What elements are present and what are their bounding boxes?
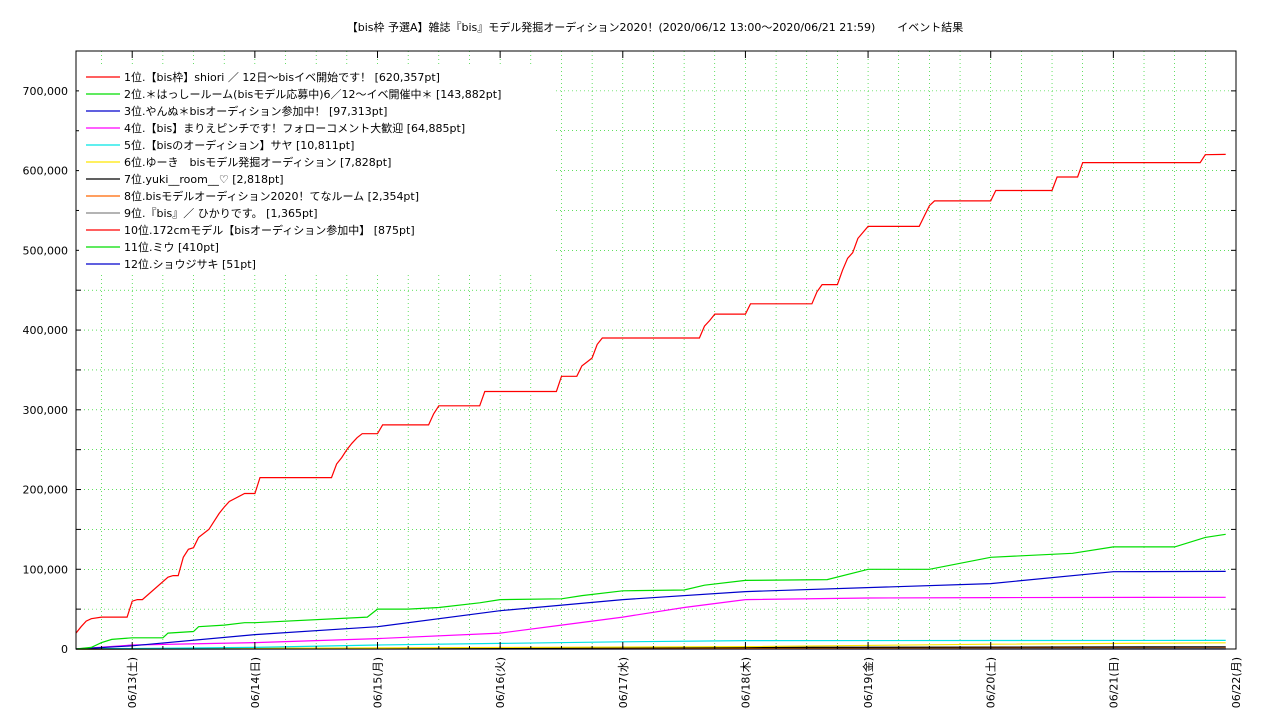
legend-entry: 2位.＊はっしールーム(bisモデル応募中)6／12〜イベ開催中＊ [143,8… — [124, 87, 501, 101]
legend-entry: 7位.yuki__room__♡ [2,818pt] — [124, 172, 284, 186]
legend-entry: 3位.やんぬ＊bisオーディション参加中！ [97,313pt] — [124, 104, 387, 118]
legend-entry: 11位.ミウ [410pt] — [124, 240, 219, 254]
legend-entry: 10位.172cmモデル【bisオーディション参加中】 [875pt] — [124, 223, 415, 237]
legend-entry: 8位.bisモデルオーディション2020！てなルーム [2,354pt] — [124, 189, 419, 203]
x-tick-label: 06/17(水) — [617, 657, 630, 708]
x-tick-label: 06/21(日) — [1107, 657, 1120, 708]
y-tick-label: 0 — [61, 643, 68, 656]
x-tick-label: 06/22(月) — [1230, 657, 1243, 708]
series-line — [76, 571, 1226, 649]
y-tick-label: 600,000 — [23, 165, 69, 178]
legend: 1位.【bis枠】shiori ／ 12日〜bisイベ開始です！ [620,35… — [79, 64, 555, 272]
legend-entry: 5位.【bisのオーディション】サヤ [10,811pt] — [124, 138, 354, 152]
x-tick-label: 06/15(月) — [371, 657, 384, 708]
series-line — [76, 534, 1226, 649]
x-tick-label: 06/18(木) — [739, 657, 752, 708]
y-tick-label: 400,000 — [23, 324, 69, 337]
y-tick-label: 300,000 — [23, 404, 69, 417]
legend-entry: 6位.ゆーき bisモデル発掘オーディション [7,828pt] — [124, 155, 391, 169]
x-tick-label: 06/20(土) — [985, 657, 998, 708]
legend-entry: 1位.【bis枠】shiori ／ 12日〜bisイベ開始です！ [620,35… — [124, 70, 440, 84]
y-tick-label: 700,000 — [23, 85, 69, 98]
legend-entry: 9位.『bis』／ ひかりです。 [1,365pt] — [124, 206, 318, 220]
legend-entry: 12位.ショウジサキ [51pt] — [124, 257, 256, 271]
y-tick-label: 500,000 — [23, 244, 69, 257]
y-tick-label: 200,000 — [23, 484, 69, 497]
legend-entry: 4位.【bis】まりえピンチです！フォローコメント大歓迎 [64,885pt] — [124, 121, 465, 135]
chart-title: 【bis枠 予選A】雑誌『bis』モデル発掘オーディション2020！(2020/… — [347, 20, 964, 34]
x-tick-label: 06/19(金) — [861, 657, 875, 708]
y-tick-label: 100,000 — [23, 563, 69, 576]
x-tick-label: 06/13(土) — [126, 657, 139, 708]
x-tick-label: 06/16(火) — [494, 657, 507, 708]
x-tick-label: 06/14(日) — [249, 657, 262, 708]
